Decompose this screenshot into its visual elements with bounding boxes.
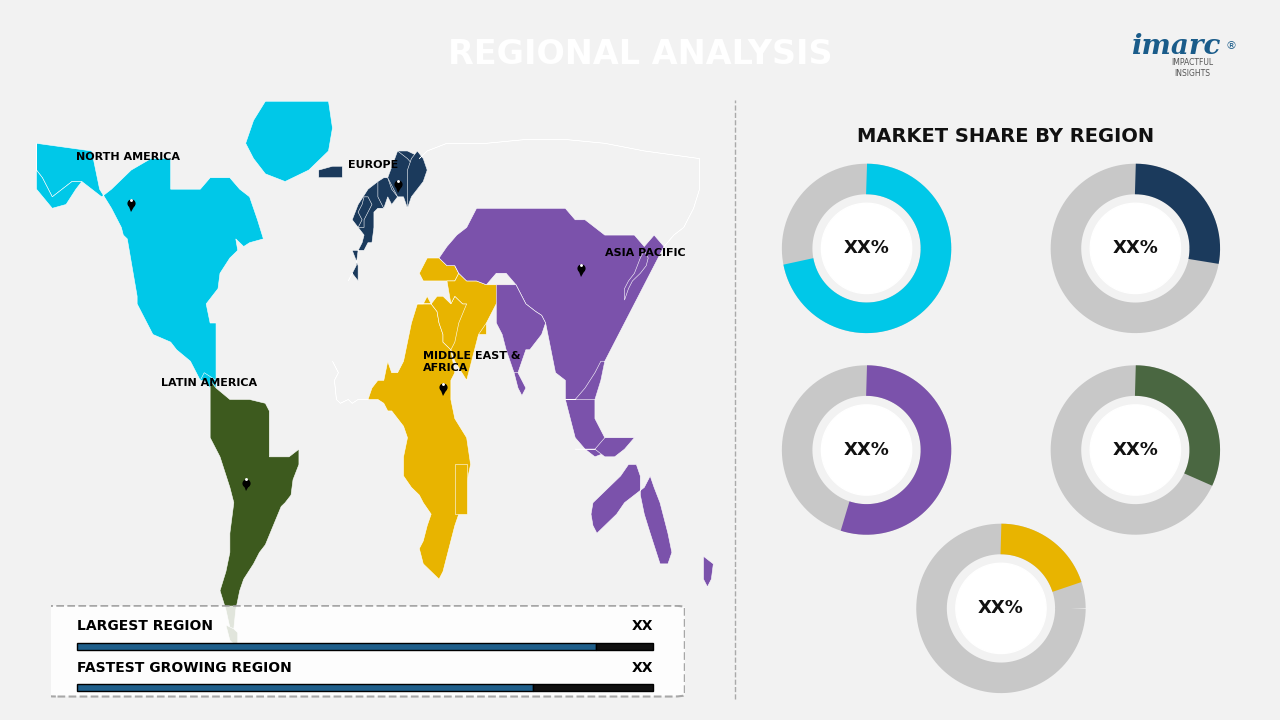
Polygon shape	[319, 166, 342, 178]
Text: LARGEST REGION: LARGEST REGION	[77, 619, 212, 634]
Polygon shape	[210, 380, 300, 636]
Polygon shape	[333, 296, 471, 579]
Text: XX%: XX%	[844, 239, 890, 257]
Polygon shape	[497, 285, 545, 373]
Text: imarc: imarc	[1132, 32, 1220, 60]
Polygon shape	[420, 258, 458, 281]
Polygon shape	[378, 178, 398, 208]
FancyBboxPatch shape	[77, 684, 532, 691]
Text: MARKET SHARE BY REGION: MARKET SHARE BY REGION	[856, 127, 1155, 146]
Polygon shape	[37, 143, 264, 388]
Polygon shape	[447, 266, 506, 380]
Polygon shape	[566, 361, 605, 400]
Text: XX: XX	[631, 662, 653, 675]
Text: XX%: XX%	[844, 441, 890, 459]
FancyBboxPatch shape	[45, 606, 685, 696]
Polygon shape	[407, 151, 428, 208]
Text: REGIONAL ANALYSIS: REGIONAL ANALYSIS	[448, 37, 832, 71]
Polygon shape	[822, 203, 911, 294]
Polygon shape	[1091, 405, 1180, 495]
Text: IMPACTFUL
INSIGHTS: IMPACTFUL INSIGHTS	[1171, 58, 1213, 78]
Polygon shape	[200, 373, 216, 388]
Text: ®: ®	[1225, 41, 1236, 51]
Text: XX%: XX%	[1112, 441, 1158, 459]
Text: MIDDLE EAST &
AFRICA: MIDDLE EAST & AFRICA	[424, 351, 521, 373]
Text: FASTEST GROWING REGION: FASTEST GROWING REGION	[77, 662, 292, 675]
Polygon shape	[625, 251, 648, 300]
Polygon shape	[246, 102, 333, 181]
Text: ASIA PACIFIC: ASIA PACIFIC	[605, 248, 685, 258]
Polygon shape	[575, 438, 635, 456]
FancyBboxPatch shape	[596, 643, 653, 649]
FancyBboxPatch shape	[77, 643, 596, 649]
Polygon shape	[704, 557, 713, 587]
Polygon shape	[37, 143, 82, 208]
Polygon shape	[591, 464, 672, 564]
Polygon shape	[227, 625, 238, 648]
Polygon shape	[348, 151, 428, 281]
FancyBboxPatch shape	[532, 684, 653, 691]
Polygon shape	[358, 197, 372, 228]
Text: XX%: XX%	[1112, 239, 1158, 257]
Text: EUROPE: EUROPE	[348, 160, 398, 170]
Polygon shape	[822, 405, 911, 495]
Polygon shape	[417, 296, 486, 380]
Text: NORTH AMERICA: NORTH AMERICA	[76, 153, 180, 163]
Polygon shape	[1091, 203, 1180, 294]
Text: XX%: XX%	[978, 599, 1024, 617]
Polygon shape	[388, 151, 424, 208]
Polygon shape	[454, 464, 467, 514]
Text: LATIN AMERICA: LATIN AMERICA	[161, 378, 257, 388]
Polygon shape	[420, 140, 700, 456]
Polygon shape	[956, 563, 1046, 654]
Text: XX: XX	[631, 619, 653, 634]
Polygon shape	[502, 312, 530, 396]
